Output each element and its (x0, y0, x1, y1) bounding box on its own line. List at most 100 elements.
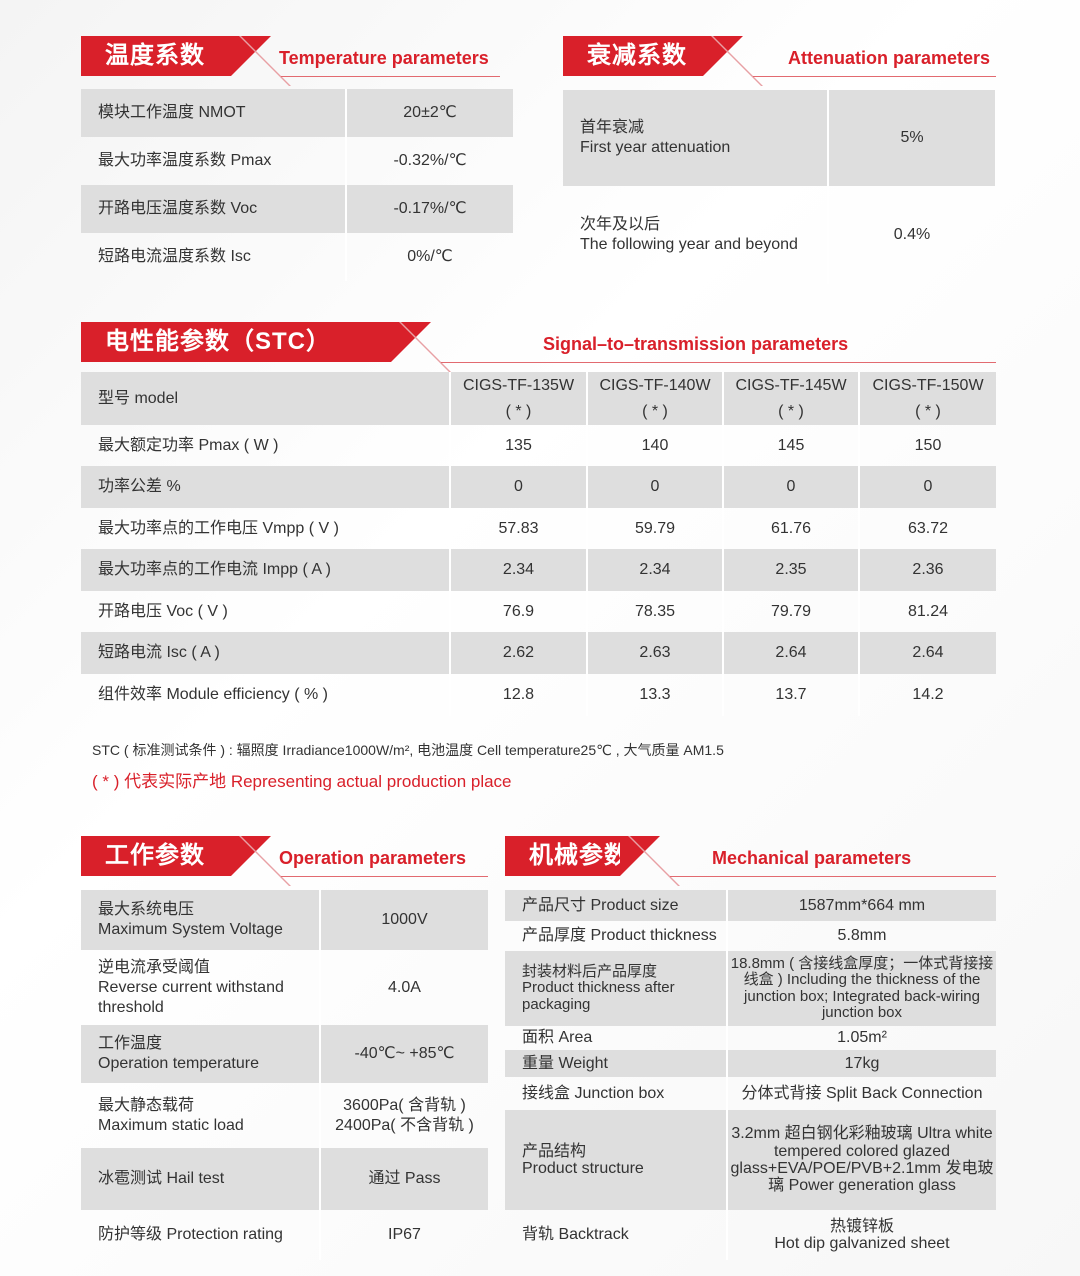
table-row: 防护等级 Protection rating IP67 (81, 1210, 488, 1260)
row-value: -0.32%/℃ (393, 152, 467, 169)
table-row: 背轨 Backtrack 热镀锌板 Hot dip galvanized shee… (505, 1210, 996, 1260)
table-row: 最大静态载荷 Maximum static load 3600Pa( 含背轨 ) … (81, 1083, 488, 1148)
row-label: 接线盒 Junction box (505, 1077, 728, 1110)
table-row: 冰雹测试 Hail test 通过 Pass (81, 1148, 488, 1210)
production-place-note: ( * ) 代表实际产地 Representing actual product… (92, 772, 512, 791)
row-value: CIGS-TF-140W ( * ) (588, 372, 724, 425)
row-value: 0 (588, 466, 724, 508)
row-value: 1587mm*664 mm (728, 890, 996, 921)
row-value: 热镀锌板 Hot dip galvanized sheet (774, 1217, 950, 1252)
row-label: 短路电流 Isc ( A ) (81, 632, 451, 674)
row-label: 模块工作温度 NMOT (81, 89, 347, 137)
row-value: 通过 Pass (321, 1148, 488, 1210)
row-value: CIGS-TF-135W ( * ) (451, 372, 588, 425)
table-row: 产品尺寸 Product size 1587mm*664 mm (505, 890, 996, 921)
row-value: 14.2 (912, 686, 944, 703)
row-value: 5% (829, 90, 995, 186)
row-value: 分体式背接 Split Back Connection (741, 1084, 983, 1102)
attenuation-title-corner (703, 36, 743, 76)
row-label: 首年衰减 First year attenuation (563, 90, 829, 186)
operation-title-cn: 工作参数 (81, 836, 231, 876)
table-row: 最大额定功率 Pmax ( W ) 135 140 145 150 (81, 425, 996, 466)
row-value: 1.05m² (837, 1029, 887, 1047)
row-label: 背轨 Backtrack (505, 1210, 728, 1260)
row-label: 产品尺寸 Product size (505, 890, 728, 921)
table-row: 短路电流 Isc ( A ) 2.62 2.63 2.64 2.64 (81, 632, 996, 674)
table-row: 逆电流承受阈值 Reverse current withstand thresh… (81, 950, 488, 1025)
operation-title-en: Operation parameters (279, 848, 467, 868)
row-value: 140 (588, 425, 724, 466)
mechanical-section-header: 机械参数 Mechanical parameters (505, 836, 996, 886)
table-row: 面积 Area 1.05m² (505, 1026, 996, 1050)
temperature-title-cn: 温度系数 (81, 36, 231, 76)
table-row: 最大功率温度系数 Pmax -0.32%/℃ (81, 137, 513, 185)
row-value: 135 (451, 425, 588, 466)
row-label: 短路电流温度系数 Isc (81, 233, 347, 281)
table-row: 最大系统电压 Maximum System Voltage 1000V (81, 890, 488, 950)
row-label: 冰雹测试 Hail test (81, 1148, 321, 1210)
row-value: 1000V (321, 890, 488, 950)
electrical-table: 型号 model CIGS-TF-135W ( * ) CIGS-TF-140W (… (81, 0, 996, 1276)
row-value: 150 (914, 436, 942, 454)
mechanical-title-underline (670, 876, 996, 877)
table-row: 开路电压温度系数 Voc -0.17%/℃ (81, 185, 513, 233)
row-label: 型号 model (81, 372, 451, 425)
table-row: 产品厚度 Product thickness 5.8mm (505, 921, 996, 951)
table-row: 首年衰减 First year attenuation 5% (563, 90, 995, 186)
temperature-title-corner (231, 36, 271, 76)
row-value: 17kg (728, 1050, 996, 1077)
table-row: 最大功率点的工作电压 Vmpp ( V ) 57.83 59.79 61.76 63.7… (81, 508, 996, 549)
row-label: 最大功率点的工作电压 Vmpp ( V ) (81, 508, 451, 549)
table-row: 短路电流温度系数 Isc 0%/℃ (81, 233, 513, 281)
row-value: -0.17%/℃ (347, 185, 513, 233)
operation-title-underline (281, 876, 488, 877)
row-label: 封装材料后产品厚度 Product thickness after packag… (505, 951, 728, 1026)
temperature-title-en: Temperature parameters (279, 48, 489, 68)
row-value: 57.83 (451, 508, 588, 549)
row-value: 20±2℃ (347, 89, 513, 137)
row-label: 重量 Weight (505, 1050, 728, 1077)
row-value: 76.9 (451, 591, 588, 632)
row-value: 5.8mm (837, 927, 887, 945)
row-value: 0%/℃ (407, 248, 453, 265)
mechanical-title-corner (620, 836, 660, 876)
row-value: 13.3 (588, 674, 724, 716)
attenuation-title-en: Attenuation parameters (788, 48, 991, 68)
electrical-section-header: 电性能参数（STC） Signal–to–transmission paramet… (81, 322, 996, 372)
row-value: 0 (724, 466, 860, 508)
mechanical-table: 产品尺寸 Product size 1587mm*664 mm 产品厚度 Produ… (505, 0, 996, 1276)
row-label: 防护等级 Protection rating (81, 1210, 321, 1260)
temperature-table: 模块工作温度 NMOT 20±2℃ 最大功率温度系数 Pmax -0.32%/℃ 开路电… (81, 0, 513, 1276)
row-value: 79.79 (724, 591, 860, 632)
row-value: 61.76 (724, 508, 860, 549)
electrical-title-corner (391, 322, 431, 362)
electrical-title-underline (441, 362, 996, 363)
table-row: 次年及以后 The following year and beyond 0.4% (563, 186, 995, 284)
table-row: 工作温度 Operation temperature -40℃~ +85℃ (81, 1025, 488, 1083)
table-row: 开路电压 Voc ( V ) 76.9 78.35 79.79 81.24 (81, 591, 996, 632)
row-label: 组件效率 Module efficiency ( % ) (81, 674, 451, 716)
attenuation-table: 首年衰减 First year attenuation 5% 次年及以后 The f… (563, 0, 995, 1276)
table-row: 功率公差 % 0 0 0 0 (81, 466, 996, 508)
row-value: 2.63 (588, 632, 724, 674)
row-label: 功率公差 % (81, 466, 451, 508)
row-label: 最大功率点的工作电流 Impp ( A ) (81, 549, 451, 591)
row-value: 63.72 (907, 519, 949, 537)
row-value: 2.34 (451, 549, 588, 591)
row-value: 12.8 (451, 674, 588, 716)
table-row: 接线盒 Junction box 分体式背接 Split Back Connect… (505, 1077, 996, 1110)
row-value: 78.35 (588, 591, 724, 632)
operation-section-header: 工作参数 Operation parameters (81, 836, 488, 886)
row-value: 2.64 (860, 632, 996, 674)
row-value: 145 (724, 425, 860, 466)
stc-note: STC ( 标准测试条件 ) : 辐照度 Irradiance1000W/m²,… (92, 742, 724, 758)
attenuation-title-underline (753, 76, 996, 77)
table-row: 重量 Weight 17kg (505, 1050, 996, 1077)
table-row: 封装材料后产品厚度 Product thickness after packag… (505, 951, 996, 1026)
row-value: 59.79 (588, 508, 724, 549)
electrical-title-cn: 电性能参数（STC） (81, 322, 391, 362)
row-label: 工作温度 Operation temperature (81, 1025, 321, 1083)
table-row: 型号 model CIGS-TF-135W ( * ) CIGS-TF-140W (… (81, 372, 996, 425)
operation-table: 最大系统电压 Maximum System Voltage 1000V 逆电流承受阈… (81, 0, 488, 1276)
row-value: 2.34 (588, 549, 724, 591)
